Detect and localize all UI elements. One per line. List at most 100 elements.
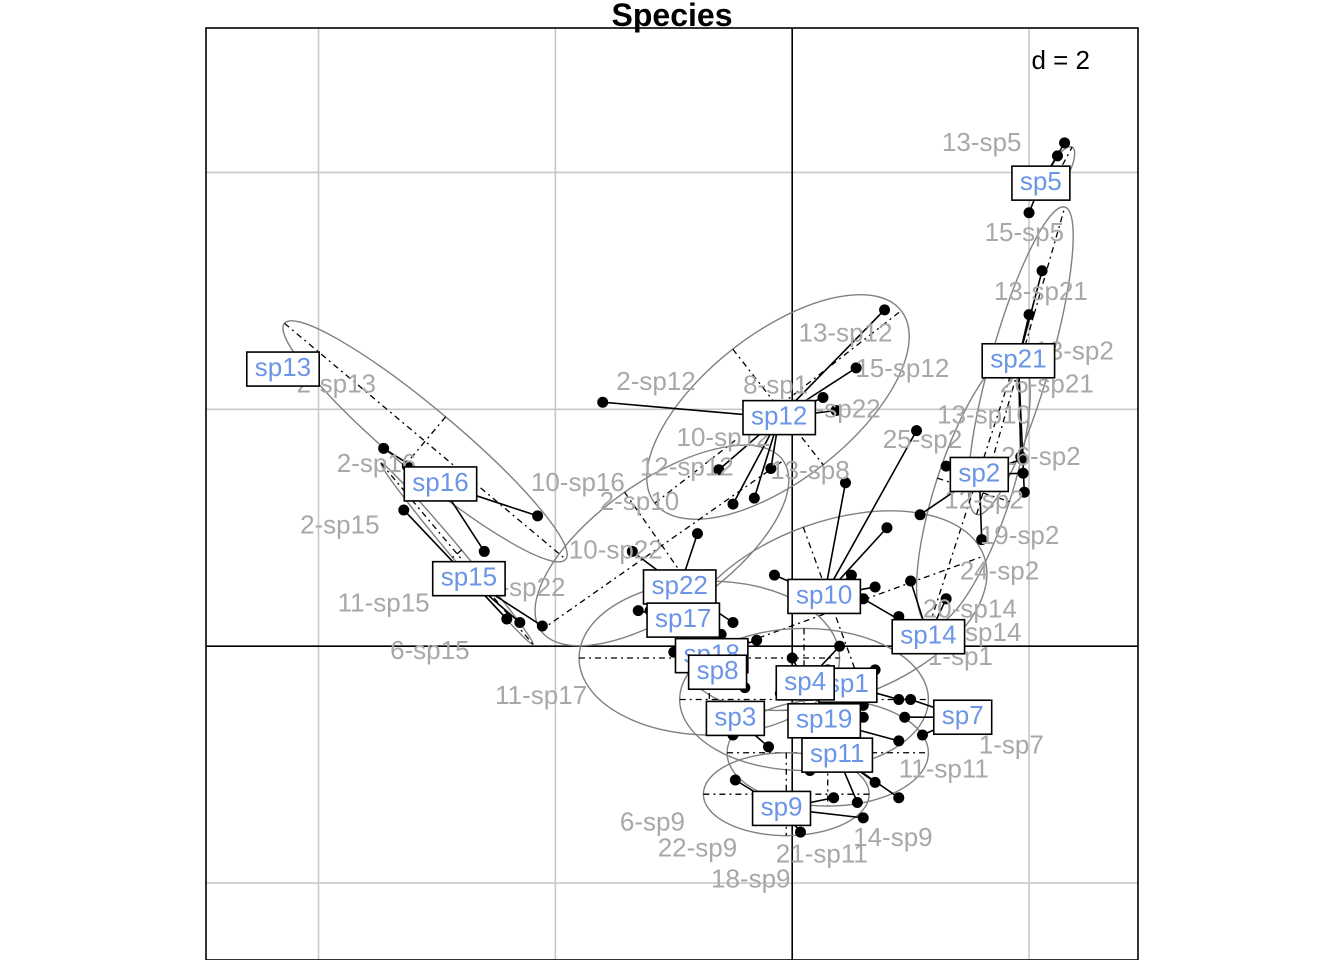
point-sp7	[899, 711, 911, 723]
point-label: 22-sp9	[658, 833, 738, 863]
ellipse-sp12	[646, 293, 910, 520]
species-label-box	[801, 737, 874, 773]
species-label-text: sp4	[784, 666, 826, 696]
species-label-sp15: sp15	[431, 560, 506, 597]
point-sp9	[857, 812, 869, 824]
species-label-text: sp8	[697, 655, 739, 685]
ellipse-minor-axis	[624, 491, 700, 600]
species-label-box	[705, 700, 766, 737]
point-label: 13-sp10	[937, 399, 1031, 429]
point-sp12	[817, 391, 829, 403]
species-label-sp8: sp8	[687, 654, 748, 691]
species-label-text: sp15	[441, 562, 497, 592]
point-sp11	[869, 776, 881, 788]
species-label-sp19: sp19	[787, 702, 862, 739]
segment-sp10	[823, 430, 918, 597]
point-sp10	[845, 569, 857, 581]
species-label-box	[751, 790, 812, 827]
point-label: 13-sp5	[942, 127, 1022, 157]
species-label-sp17: sp17	[646, 602, 721, 638]
point-sp22	[727, 616, 739, 628]
ellipse-outline	[282, 320, 568, 563]
species-label-box	[1011, 165, 1071, 201]
species-label-sp4: sp4	[775, 665, 835, 701]
point-sp18	[751, 634, 763, 646]
point-sp12	[597, 396, 609, 408]
species-label-box	[245, 351, 320, 387]
species-label-sp2: sp2	[949, 456, 1010, 493]
point-label: 6-sp9	[620, 807, 685, 837]
species-label-sp14: sp14	[891, 618, 966, 655]
species-label-box	[646, 602, 721, 638]
species-label-sp21: sp21	[981, 342, 1056, 379]
point-label: 24-sp2	[960, 556, 1040, 586]
point-labels: 13-sp515-sp513-sp2113-sp1213-sp215-sp122…	[297, 127, 1114, 894]
point-sp10	[911, 425, 923, 437]
point-label: 11-sp15	[338, 588, 430, 618]
point-sp1	[893, 693, 905, 705]
point-sp11	[851, 796, 863, 808]
point-sp12	[830, 405, 842, 417]
point-sp7	[905, 693, 917, 705]
point-sp2	[1017, 467, 1029, 479]
species-label-text: sp9	[761, 791, 803, 821]
point-sp12	[879, 304, 891, 316]
point-label: 8-sp1	[743, 370, 808, 400]
point-sp19	[893, 735, 905, 747]
point-label: 21-sp11	[776, 839, 868, 869]
species-label-box	[981, 342, 1056, 379]
point-label: 11-sp11	[899, 753, 989, 783]
point-label: 11-sp17	[495, 680, 587, 710]
species-label-text: sp21	[990, 344, 1046, 374]
sample-points	[378, 137, 1071, 838]
point-label: 20-sp14	[923, 594, 1017, 624]
point-label: 10-sp16	[531, 467, 625, 497]
point-sp15	[514, 616, 526, 628]
point-sp16	[478, 545, 490, 557]
point-sp5	[1023, 207, 1035, 219]
point-label: 10-sp22	[569, 534, 663, 564]
species-label-sp12: sp12	[742, 399, 817, 436]
species-label-box	[403, 466, 478, 502]
species-label-sp5: sp5	[1011, 165, 1071, 201]
point-label: 15-sp12	[855, 353, 949, 383]
point-sp14	[905, 575, 917, 587]
point-label: 15-sp5	[985, 217, 1065, 247]
point-sp9	[828, 792, 840, 804]
species-label-text: sp2	[958, 457, 1000, 487]
point-sp15	[536, 620, 548, 632]
point-sp12	[765, 463, 777, 475]
point-sp21	[1023, 309, 1035, 321]
point-sp22	[691, 528, 703, 540]
species-label-sp9: sp9	[751, 790, 812, 827]
point-sp16	[378, 442, 390, 454]
point-label: 2-sp10	[600, 486, 680, 516]
point-sp5	[1051, 150, 1063, 162]
species-label-text: sp7	[942, 700, 984, 730]
species-label-box	[787, 702, 862, 739]
species-label-text: sp13	[255, 352, 311, 382]
point-label: 18-sp9	[711, 864, 791, 894]
species-label-sp11: sp11	[801, 737, 874, 773]
point-sp15	[501, 613, 513, 625]
segment-sp10	[823, 482, 847, 597]
point-sp10	[881, 522, 893, 534]
point-sp9	[794, 826, 806, 838]
point-sp10	[869, 581, 881, 593]
point-label: 19-sp2	[980, 520, 1060, 550]
ellipse-minor-axis	[802, 526, 865, 695]
ellipse-major-axis	[284, 322, 567, 560]
point-sp5	[1059, 137, 1071, 149]
species-label-box	[642, 569, 717, 605]
point-label: 26-sp2	[1001, 441, 1081, 471]
species-label-text: sp22	[652, 570, 708, 600]
point-label: 13-sp12	[799, 318, 893, 348]
point-label: 25-sp2	[883, 424, 963, 454]
species-label-text: sp19	[796, 704, 852, 734]
chart-title: Species	[612, 0, 733, 33]
point-sp22	[626, 545, 638, 557]
point-sp21	[1018, 486, 1030, 498]
point-label: 6-sp15	[390, 635, 470, 665]
point-label: 13-sp8	[770, 455, 850, 485]
point-sp11	[893, 792, 905, 804]
